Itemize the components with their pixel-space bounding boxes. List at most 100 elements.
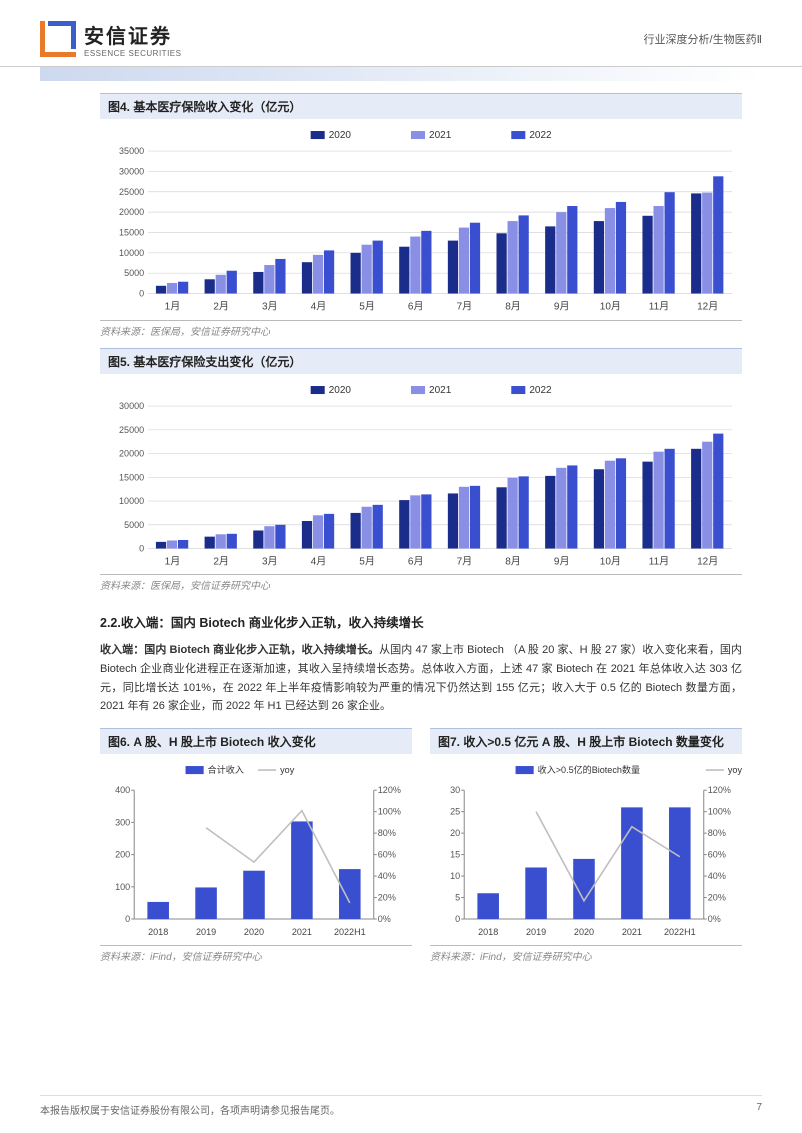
chart6-svg: 01002003004000%20%40%60%80%100%120%合计收入y…: [100, 760, 412, 941]
svg-text:15000: 15000: [119, 472, 144, 482]
svg-text:40%: 40%: [708, 871, 726, 881]
svg-text:2020: 2020: [244, 927, 264, 937]
chart4-source: 资料来源：医保局，安信证券研究中心: [100, 321, 742, 348]
svg-text:8月: 8月: [505, 555, 521, 567]
chart4-title: 图4. 基本医疗保险收入变化（亿元）: [100, 93, 742, 119]
svg-text:5: 5: [455, 893, 460, 903]
logo-cn: 安信证券: [84, 20, 181, 49]
svg-text:3月: 3月: [262, 301, 278, 313]
svg-text:20000: 20000: [119, 207, 144, 217]
svg-text:2021: 2021: [429, 385, 452, 396]
footer-page: 7: [756, 1102, 762, 1117]
svg-text:11月: 11月: [649, 555, 669, 567]
svg-text:120%: 120%: [378, 785, 401, 795]
svg-text:3月: 3月: [262, 555, 278, 567]
svg-text:2022: 2022: [529, 130, 552, 141]
svg-text:0%: 0%: [708, 914, 721, 924]
chart7-source: 资料来源：iFind，安信证券研究中心: [430, 946, 742, 973]
logo-text: 安信证券 ESSENCE SECURITIES: [84, 20, 181, 58]
svg-text:yoy: yoy: [728, 765, 742, 775]
svg-text:20000: 20000: [119, 448, 144, 458]
chart5-svg: 0500010000150002000025000300002020202120…: [100, 380, 742, 571]
chart6-box: 01002003004000%20%40%60%80%100%120%合计收入y…: [100, 754, 412, 946]
svg-text:5000: 5000: [124, 268, 144, 278]
svg-text:2018: 2018: [148, 927, 168, 937]
svg-text:2022H1: 2022H1: [664, 927, 696, 937]
logo: 安信证券 ESSENCE SECURITIES: [40, 20, 181, 58]
svg-text:2018: 2018: [478, 927, 498, 937]
svg-text:60%: 60%: [708, 850, 726, 860]
breadcrumb: 行业深度分析/生物医药Ⅱ: [644, 31, 762, 47]
svg-text:9月: 9月: [554, 555, 570, 567]
svg-text:15000: 15000: [119, 227, 144, 237]
body-lead: 收入端：国内 Biotech 商业化步入正轨，收入持续增长。: [100, 644, 379, 656]
svg-text:2022H1: 2022H1: [334, 927, 366, 937]
svg-text:6月: 6月: [408, 555, 424, 567]
svg-text:2019: 2019: [526, 927, 546, 937]
svg-text:2020: 2020: [329, 385, 352, 396]
chart5-title: 图5. 基本医疗保险支出变化（亿元）: [100, 348, 742, 374]
svg-text:30000: 30000: [119, 401, 144, 411]
svg-text:2022: 2022: [529, 385, 552, 396]
svg-text:10000: 10000: [119, 496, 144, 506]
svg-text:2月: 2月: [213, 301, 229, 313]
svg-text:2020: 2020: [574, 927, 594, 937]
svg-text:100%: 100%: [708, 807, 731, 817]
svg-text:5月: 5月: [359, 301, 375, 313]
svg-text:60%: 60%: [378, 850, 396, 860]
svg-text:7月: 7月: [457, 301, 473, 313]
svg-text:20%: 20%: [708, 893, 726, 903]
svg-text:30: 30: [450, 785, 460, 795]
section-body: 收入端：国内 Biotech 商业化步入正轨，收入持续增长。从国内 47 家上市…: [100, 641, 742, 716]
svg-text:收入>0.5亿的Biotech数量: 收入>0.5亿的Biotech数量: [538, 764, 640, 775]
svg-text:0: 0: [139, 289, 144, 299]
svg-text:2020: 2020: [329, 130, 352, 141]
chart7-title: 图7. 收入>0.5 亿元 A 股、H 股上市 Biotech 数量变化: [430, 728, 742, 754]
svg-text:4月: 4月: [311, 301, 327, 313]
svg-text:35000: 35000: [119, 146, 144, 156]
svg-text:2021: 2021: [622, 927, 642, 937]
svg-text:10月: 10月: [600, 555, 621, 567]
svg-text:0: 0: [125, 914, 130, 924]
chart7-box: 0 5 10 15 20 25 30 0% 20% 40% 60% 80% 100% 120% 收入>0.5…: [430, 754, 742, 946]
svg-text:10月: 10月: [600, 301, 621, 313]
chart7-svg: 0 5 10 15 20 25 30 0% 20% 40% 60% 80% 100% 120% 收入>0.5…: [430, 760, 742, 941]
chart6-title: 图6. A 股、H 股上市 Biotech 收入变化: [100, 728, 412, 754]
svg-text:300: 300: [115, 817, 130, 827]
svg-text:5月: 5月: [359, 555, 375, 567]
svg-text:1月: 1月: [165, 555, 181, 567]
svg-text:8月: 8月: [505, 301, 521, 313]
svg-text:7月: 7月: [457, 555, 473, 567]
chart5-box: 0500010000150002000025000300002020202120…: [100, 374, 742, 576]
svg-text:80%: 80%: [378, 828, 396, 838]
svg-text:2月: 2月: [213, 555, 229, 567]
svg-text:2021: 2021: [429, 130, 452, 141]
svg-text:120%: 120%: [708, 785, 731, 795]
svg-text:2021: 2021: [292, 927, 312, 937]
accent-band: [40, 67, 762, 81]
svg-text:15: 15: [450, 850, 460, 860]
svg-text:4月: 4月: [311, 555, 327, 567]
chart6-source: 资料来源：iFind，安信证券研究中心: [100, 946, 412, 973]
svg-text:80%: 80%: [708, 828, 726, 838]
svg-text:12月: 12月: [697, 301, 718, 313]
section-heading: 2.2.收入端：国内 Biotech 商业化步入正轨，收入持续增长: [100, 612, 742, 631]
svg-text:30000: 30000: [119, 166, 144, 176]
svg-text:12月: 12月: [697, 555, 718, 567]
footer-copyright: 本报告版权属于安信证券股份有限公司，各项声明请参见报告尾页。: [40, 1102, 340, 1117]
svg-text:400: 400: [115, 785, 130, 795]
svg-text:10000: 10000: [119, 248, 144, 258]
svg-text:25000: 25000: [119, 187, 144, 197]
svg-text:0: 0: [455, 914, 460, 924]
svg-text:40%: 40%: [378, 871, 396, 881]
chart4-svg: 0 5000 10000 15000 20000 25000 30000 35000 2020 2…: [100, 125, 742, 316]
svg-text:0: 0: [139, 543, 144, 553]
svg-text:25: 25: [450, 807, 460, 817]
svg-text:9月: 9月: [554, 301, 570, 313]
svg-text:合计收入: 合计收入: [208, 764, 244, 775]
svg-text:20: 20: [450, 828, 460, 838]
svg-text:100: 100: [115, 882, 130, 892]
svg-text:11月: 11月: [649, 301, 669, 313]
logo-mark: [40, 21, 76, 57]
svg-text:10: 10: [450, 871, 460, 881]
